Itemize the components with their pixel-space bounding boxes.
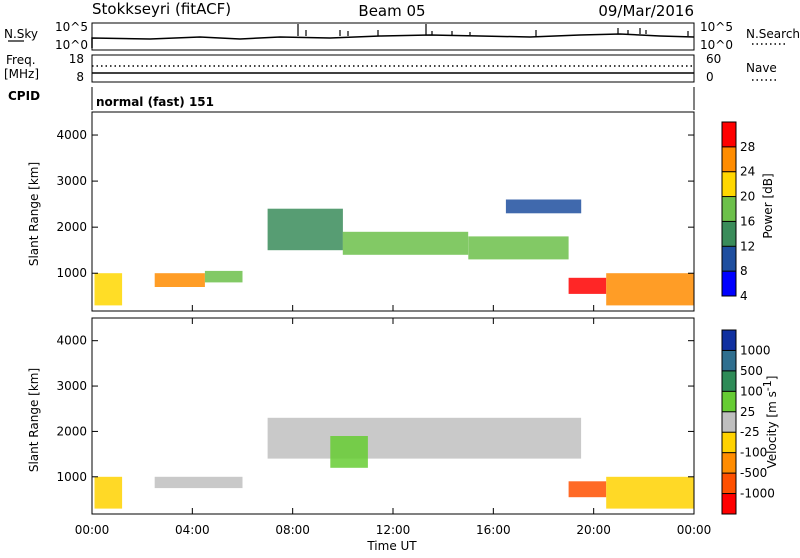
cpid-label: CPID — [8, 89, 40, 103]
power-region — [342, 231, 469, 255]
velocity-region — [94, 476, 123, 509]
velocity-colorbar-label: Velocity [m s-1] — [761, 376, 779, 469]
power-region — [468, 236, 569, 260]
nsky-trace — [91, 33, 695, 48]
power-ylabel: Slant Range [km] — [27, 162, 41, 266]
velocity-colorbar-segment — [722, 330, 736, 351]
power-ytick-label: 2000 — [56, 220, 87, 234]
x-axis-label: Time UT — [366, 539, 417, 553]
power-colorbar-label-tick: 12 — [740, 239, 755, 253]
velocity-ytick-label: 4000 — [56, 334, 87, 348]
power-region — [94, 273, 123, 306]
velocity-colorbar-segment — [722, 350, 736, 372]
nsearch-label: N.Search — [746, 27, 800, 41]
cpid-panel: CPID normal (fast) 151 — [8, 87, 695, 110]
velocity-colorbar-label-tick: 100 — [740, 384, 763, 398]
velocity-colorbar-frame — [721, 329, 737, 515]
nave-tick-bottom: 0 — [706, 70, 714, 84]
nsky-panel: N.Sky 10^5 10^0 10^5 10^0 N.Search — [4, 20, 800, 52]
power-colorbar-label-tick: 24 — [740, 165, 755, 179]
velocity-region — [154, 476, 243, 489]
xtick-label: 04:00 — [175, 523, 210, 537]
xtick-label: 20:00 — [576, 523, 611, 537]
power-region — [267, 208, 343, 251]
nsky-right-tick-top: 10^5 — [700, 20, 733, 34]
station-title: Stokkseyri (fitACF) — [92, 0, 231, 18]
velocity-colorbar-label-tick: -100 — [740, 446, 767, 460]
velocity-colorbar-label-tick: 25 — [740, 405, 755, 419]
velocity-colorbar-label-tick: 1000 — [740, 343, 771, 357]
velocity-colorbar-label-tick: 500 — [740, 364, 763, 378]
velocity-ytick-label: 2000 — [56, 424, 87, 438]
freq-label-2: [MHz] — [4, 67, 39, 81]
freq-panel: Freq. [MHz] 18 8 60 0 Nave — [4, 52, 777, 84]
power-colorbar-label-tick: 16 — [740, 214, 755, 228]
velocity-ytick-label: 3000 — [56, 379, 87, 393]
power-ytick-label: 1000 — [56, 266, 87, 280]
nave-label: Nave — [746, 61, 777, 75]
xtick-label: 00:00 — [75, 523, 110, 537]
power-colorbar-label-tick: 28 — [740, 140, 755, 154]
power-colorbar-label-tick: 4 — [740, 289, 748, 303]
power-panel: 4000 3000 2000 1000 Slant Range [km] — [27, 111, 695, 312]
power-region — [568, 277, 607, 294]
freq-tick-top: 18 — [69, 52, 84, 66]
velocity-colorbar-label-tick: -500 — [740, 466, 767, 480]
power-ytick-label: 4000 — [56, 128, 87, 142]
power-region — [505, 199, 582, 214]
freq-label-1: Freq. — [6, 53, 36, 67]
power-colorbar-segment — [722, 221, 736, 247]
power-colorbar-segment — [722, 146, 736, 173]
power-region — [204, 270, 243, 283]
velocity-colorbar-label-tick: -25 — [740, 425, 760, 439]
velocity-region — [267, 417, 582, 459]
power-ytick-label: 3000 — [56, 174, 87, 188]
power-colorbar-label-tick: 20 — [740, 190, 755, 204]
xtick-label: 12:00 — [376, 523, 411, 537]
velocity-ylabel: Slant Range [km] — [27, 368, 41, 472]
velocity-colorbar-segment — [722, 473, 736, 494]
velocity-region — [568, 481, 607, 498]
power-region — [154, 273, 205, 287]
power-colorbar-segment — [722, 196, 736, 222]
nave-tick-top: 60 — [706, 52, 721, 66]
velocity-colorbar-segment — [722, 452, 736, 474]
nsky-right-tick-bottom: 10^0 — [700, 38, 733, 52]
nsky-label: N.Sky — [4, 27, 38, 41]
beam-title: Beam 05 — [358, 2, 425, 20]
nsky-tick-bottom: 10^0 — [55, 38, 88, 52]
nsky-tick-top: 10^5 — [55, 20, 88, 34]
power-colorbar-segment — [722, 122, 736, 148]
power-colorbar-segment — [722, 171, 736, 198]
velocity-panel: 4000 3000 2000 1000 Slant Range [km] 00:00 0… — [27, 305, 711, 553]
power-colorbar-segment — [722, 246, 736, 272]
cpid-text: normal (fast) 151 — [96, 95, 214, 109]
power-colorbar: 28 24 20 16 12 8 4 Power [dB] — [721, 121, 775, 303]
velocity-colorbar-segment — [722, 432, 736, 454]
velocity-colorbar: 1000 500 100 25 -25 -100 -500 -1000 Velocity [m… — [721, 329, 779, 515]
velocity-colorbar-segment — [722, 391, 736, 413]
freq-tick-bottom: 8 — [76, 70, 84, 84]
xtick-label: 00:00 — [677, 523, 712, 537]
velocity-colorbar-segment — [722, 370, 736, 392]
xtick-label: 08:00 — [275, 523, 310, 537]
velocity-region — [606, 476, 694, 509]
velocity-ytick-label: 1000 — [56, 470, 87, 484]
velocity-colorbar-segment — [722, 493, 736, 515]
velocity-colorbar-segment — [722, 411, 736, 433]
velocity-region — [330, 436, 368, 468]
power-colorbar-label-tick: 8 — [740, 264, 748, 278]
power-colorbar-label: Power [dB] — [761, 173, 775, 238]
power-colorbar-segment — [722, 271, 736, 297]
velocity-colorbar-label-tick: -1000 — [740, 487, 775, 501]
power-region — [606, 273, 694, 306]
xtick-label: 16:00 — [476, 523, 511, 537]
date-title: 09/Mar/2016 — [598, 2, 694, 20]
